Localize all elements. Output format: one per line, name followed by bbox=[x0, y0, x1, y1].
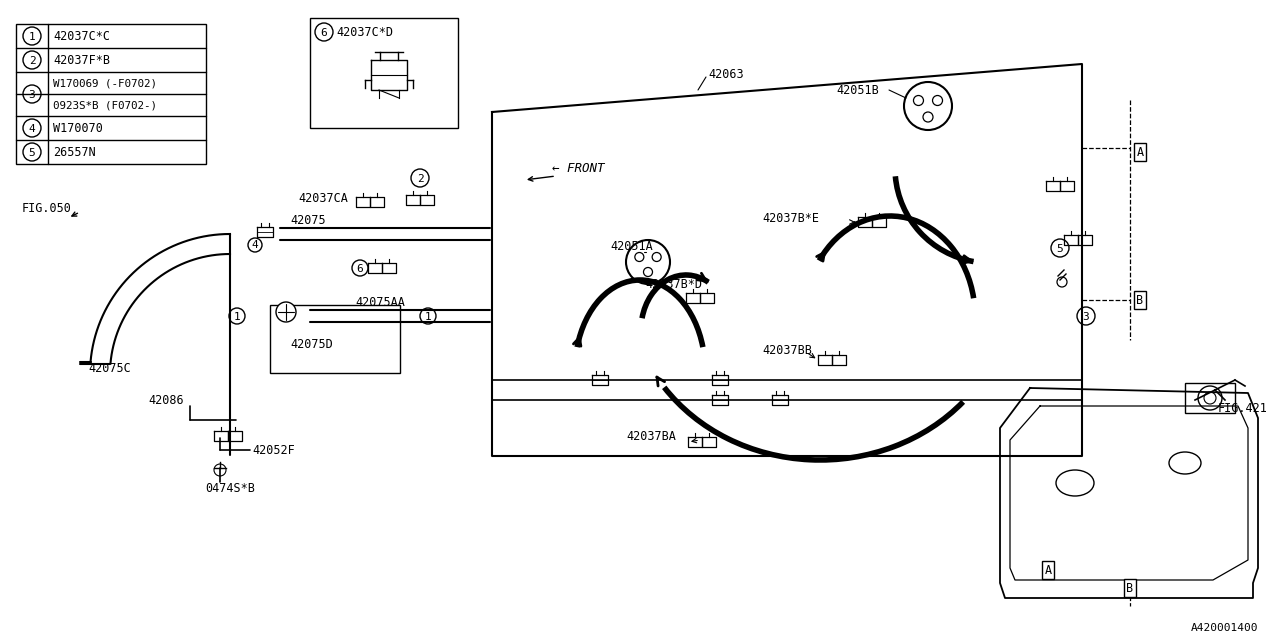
Text: 42037C*D: 42037C*D bbox=[335, 26, 393, 38]
Text: 6: 6 bbox=[357, 264, 364, 273]
Text: 42037CA: 42037CA bbox=[298, 191, 348, 205]
Text: A420001400: A420001400 bbox=[1190, 623, 1258, 633]
Text: 6: 6 bbox=[320, 28, 328, 38]
Text: 3: 3 bbox=[1083, 312, 1089, 321]
Text: ← FRONT: ← FRONT bbox=[552, 161, 604, 175]
Text: 42037B*D: 42037B*D bbox=[645, 278, 701, 291]
Text: W170070: W170070 bbox=[52, 122, 102, 134]
Text: 42037F*B: 42037F*B bbox=[52, 54, 110, 67]
Text: 3: 3 bbox=[28, 90, 36, 99]
Text: 42037C*C: 42037C*C bbox=[52, 29, 110, 42]
Text: 4: 4 bbox=[28, 124, 36, 134]
Text: 4: 4 bbox=[252, 241, 259, 250]
Text: 42052F: 42052F bbox=[252, 444, 294, 456]
Text: B: B bbox=[1126, 582, 1134, 595]
Text: FIG.421: FIG.421 bbox=[1219, 401, 1268, 415]
Text: FIG.050: FIG.050 bbox=[22, 202, 72, 214]
Text: 42051B: 42051B bbox=[836, 83, 879, 97]
Text: A: A bbox=[1044, 563, 1052, 577]
Text: 5: 5 bbox=[28, 147, 36, 157]
Text: 42037BA: 42037BA bbox=[626, 429, 676, 442]
Text: 42037B*E: 42037B*E bbox=[762, 211, 819, 225]
Text: 42086: 42086 bbox=[148, 394, 183, 406]
Text: 42075C: 42075C bbox=[88, 362, 131, 374]
Text: 0923S*B (F0702-): 0923S*B (F0702-) bbox=[52, 100, 157, 110]
Text: 5: 5 bbox=[1056, 243, 1064, 253]
Text: 42037BB: 42037BB bbox=[762, 344, 812, 356]
Text: 42075AA: 42075AA bbox=[355, 296, 404, 308]
Text: 42063: 42063 bbox=[708, 67, 744, 81]
Text: 1: 1 bbox=[234, 312, 241, 321]
Text: 42075D: 42075D bbox=[291, 337, 333, 351]
Text: 1: 1 bbox=[28, 31, 36, 42]
Text: 42075: 42075 bbox=[291, 214, 325, 227]
Text: W170069 (-F0702): W170069 (-F0702) bbox=[52, 78, 157, 88]
Text: 42051A: 42051A bbox=[611, 239, 653, 253]
Bar bbox=[15, 24, 206, 164]
Bar bbox=[1185, 383, 1235, 413]
Bar bbox=[310, 18, 458, 128]
Text: B: B bbox=[1137, 294, 1143, 307]
Bar bbox=[270, 305, 399, 373]
Circle shape bbox=[276, 302, 296, 322]
Text: 0474S*B: 0474S*B bbox=[205, 481, 255, 495]
Text: 2: 2 bbox=[28, 56, 36, 65]
Text: 2: 2 bbox=[416, 173, 424, 184]
Text: A: A bbox=[1137, 145, 1143, 159]
Text: 1: 1 bbox=[425, 312, 431, 321]
Text: 26557N: 26557N bbox=[52, 145, 96, 159]
